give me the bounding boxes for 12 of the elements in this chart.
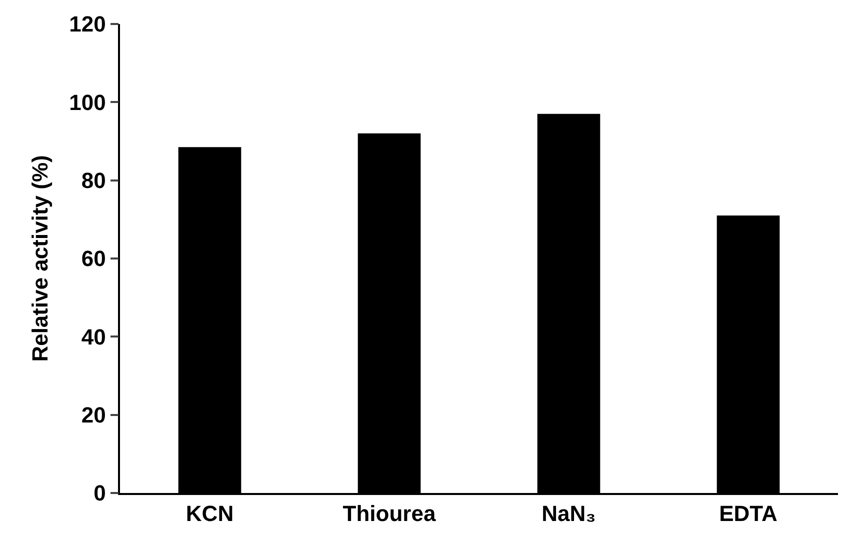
y-axis-title: Relative activity (%) [27,155,52,362]
y-tick-label: 60 [81,246,106,272]
y-tick-label: 120 [69,12,106,37]
x-tick-label: KCN [186,501,234,526]
y-tick-label: 0 [94,480,106,506]
y-tick-label: 20 [81,402,106,428]
y-tick-label: 100 [69,90,106,115]
x-tick-label: Thiourea [342,501,436,526]
y-tick-label: 40 [81,324,106,350]
y-tick-label: 80 [81,168,106,194]
x-tick-label: EDTA [719,501,778,526]
x-tick-label: NaN₃ [542,501,596,526]
